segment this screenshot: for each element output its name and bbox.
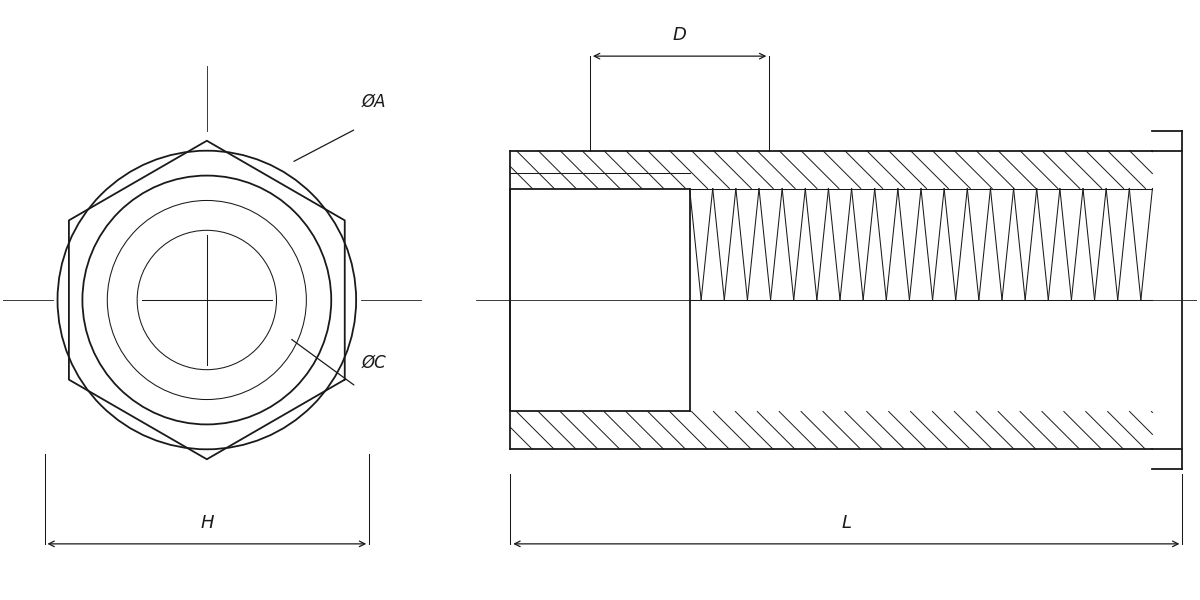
Text: ØA: ØA	[361, 93, 385, 111]
Text: ØC: ØC	[361, 353, 386, 371]
Text: L: L	[841, 514, 851, 532]
Text: H: H	[200, 514, 214, 532]
Text: D: D	[673, 26, 686, 44]
